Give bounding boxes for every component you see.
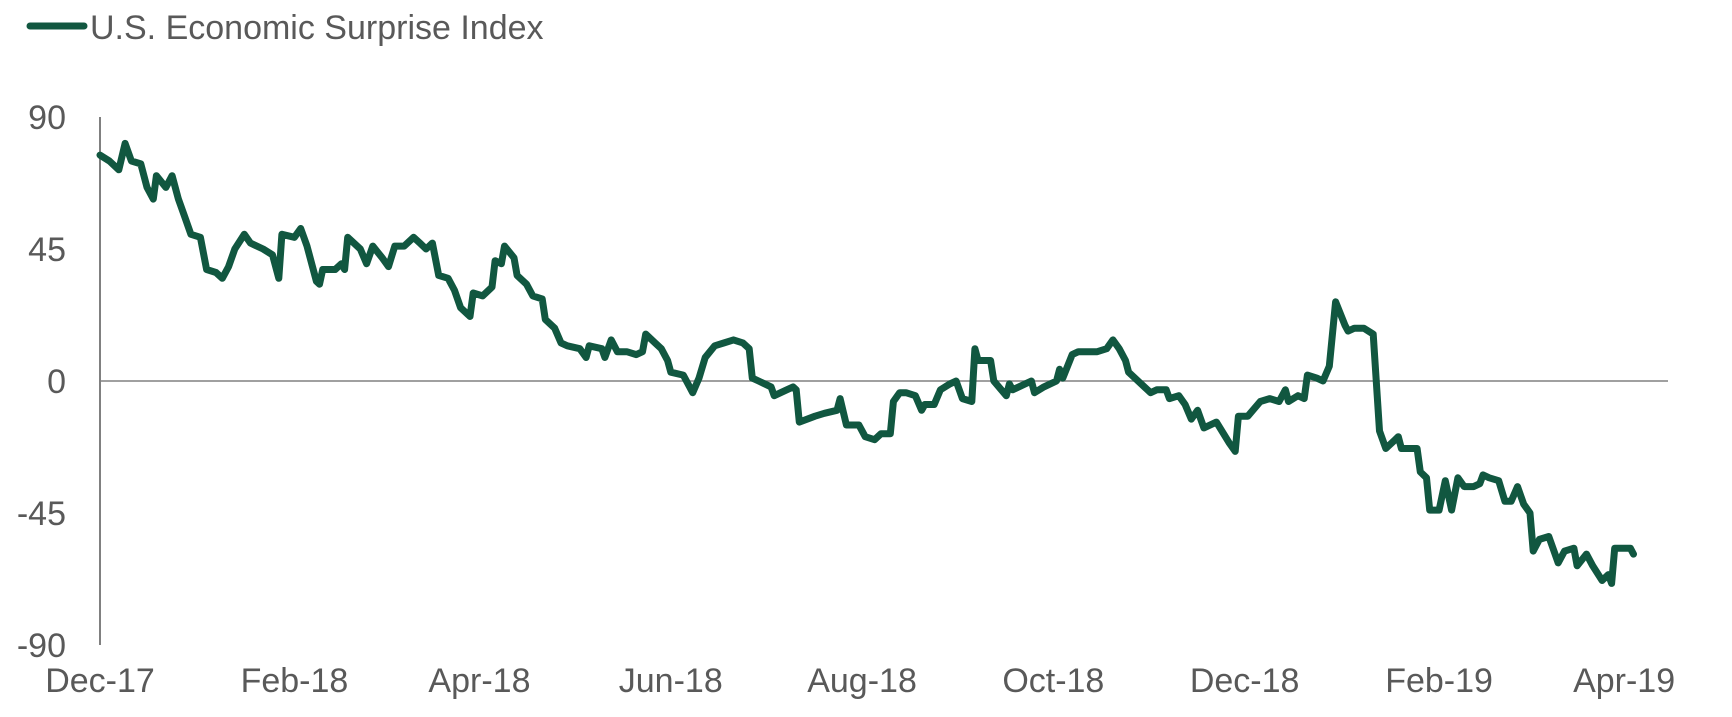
y-tick-label: -45 bbox=[17, 495, 66, 533]
y-axis: 90 45 0 -45 -90 bbox=[17, 99, 101, 665]
x-tick-label: Oct-18 bbox=[1002, 662, 1104, 700]
legend: U.S. Economic Surprise Index bbox=[26, 9, 544, 47]
series-layer bbox=[96, 139, 1637, 587]
y-tick-label: 0 bbox=[47, 363, 66, 401]
x-axis: Dec-17 Feb-18 Apr-18 Jun-18 Aug-18 Oct-18 Dec-… bbox=[45, 380, 1675, 700]
x-tick-label: Jun-18 bbox=[619, 662, 723, 700]
x-tick-label: Apr-18 bbox=[428, 662, 530, 700]
x-tick-label: Dec-18 bbox=[1190, 662, 1300, 700]
y-tick-label: 45 bbox=[28, 231, 66, 269]
x-tick-label: Dec-17 bbox=[45, 662, 155, 700]
y-tick-label: -90 bbox=[17, 627, 66, 665]
series-line bbox=[96, 139, 1637, 587]
legend-label: U.S. Economic Surprise Index bbox=[90, 9, 544, 47]
x-tick-label: Aug-18 bbox=[807, 662, 917, 700]
y-tick-label: 90 bbox=[28, 99, 66, 137]
x-tick-label: Feb-19 bbox=[1385, 662, 1493, 700]
x-tick-label: Apr-19 bbox=[1573, 662, 1675, 700]
x-tick-label: Feb-18 bbox=[241, 662, 349, 700]
